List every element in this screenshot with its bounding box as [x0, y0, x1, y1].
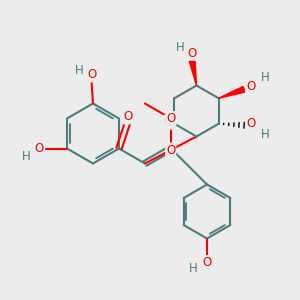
Text: O: O — [164, 116, 174, 129]
Text: O: O — [166, 143, 176, 157]
Text: O: O — [246, 117, 255, 130]
Text: H: H — [22, 149, 31, 163]
Text: H: H — [261, 128, 269, 141]
Text: O: O — [87, 68, 96, 82]
Polygon shape — [189, 59, 196, 86]
Text: H: H — [189, 262, 198, 275]
Text: H: H — [176, 41, 185, 54]
Text: O: O — [188, 47, 196, 60]
Text: O: O — [35, 142, 44, 155]
Text: H: H — [75, 64, 84, 77]
Text: O: O — [246, 80, 255, 93]
Text: O: O — [166, 112, 176, 125]
Text: O: O — [123, 110, 133, 124]
Polygon shape — [219, 86, 245, 98]
Text: O: O — [202, 256, 211, 269]
Text: H: H — [261, 71, 269, 84]
